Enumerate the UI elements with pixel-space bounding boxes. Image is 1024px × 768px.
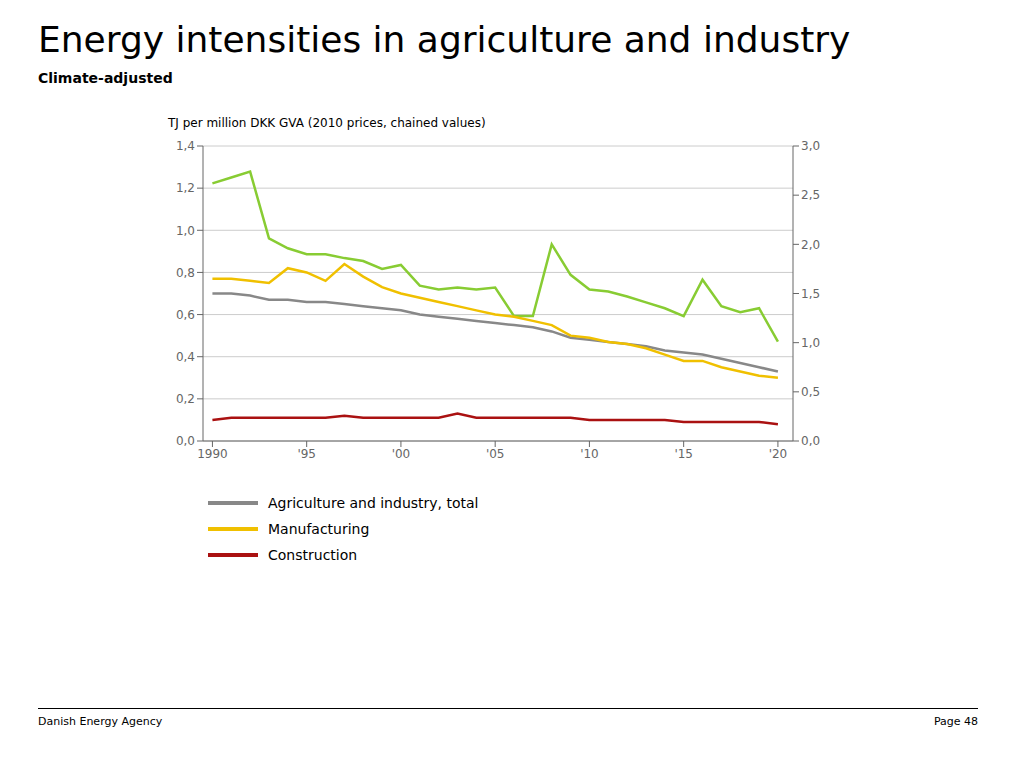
svg-text:'10: '10 — [580, 447, 599, 461]
svg-text:'15: '15 — [674, 447, 693, 461]
svg-text:0,5: 0,5 — [801, 385, 820, 399]
svg-text:0,8: 0,8 — [176, 266, 195, 280]
svg-text:'05: '05 — [486, 447, 505, 461]
svg-text:0,2: 0,2 — [176, 392, 195, 406]
svg-text:1,0: 1,0 — [801, 336, 820, 350]
html-text:Danish Energy Agency: Danish Energy Agency — [38, 715, 163, 728]
html-text:Construction: Construction — [268, 547, 358, 563]
svg-text:0,4: 0,4 — [176, 350, 195, 364]
html-text:Page 48: Page 48 — [933, 715, 978, 728]
svg-text:2,0: 2,0 — [801, 238, 820, 252]
svg-text:1,2: 1,2 — [176, 181, 195, 195]
svg-text:2,5: 2,5 — [801, 188, 820, 202]
html-text:Climate-adjusted: Climate-adjusted — [38, 70, 173, 86]
svg-text:0,0: 0,0 — [176, 434, 195, 448]
svg-text:3,0: 3,0 — [801, 139, 820, 153]
svg-text:0,6: 0,6 — [176, 308, 195, 322]
html-text:Manufacturing: Manufacturing — [268, 521, 370, 537]
html-text:TJ per million DKK GVA (2010 p: TJ per million DKK GVA (2010 prices, cha… — [168, 116, 486, 130]
svg-text:1990: 1990 — [197, 447, 228, 461]
svg-text:1,0: 1,0 — [176, 224, 195, 238]
svg-text:1,4: 1,4 — [176, 139, 195, 153]
svg-text:1,5: 1,5 — [801, 287, 820, 301]
html-text:Energy intensities in agricult: Energy intensities in agriculture and in… — [38, 19, 851, 60]
html-text:Agriculture and industry, tota: Agriculture and industry, total — [268, 495, 479, 511]
svg-text:'20: '20 — [769, 447, 788, 461]
svg-text:'00: '00 — [392, 447, 411, 461]
svg-text:'95: '95 — [297, 447, 316, 461]
svg-text:0,0: 0,0 — [801, 434, 820, 448]
